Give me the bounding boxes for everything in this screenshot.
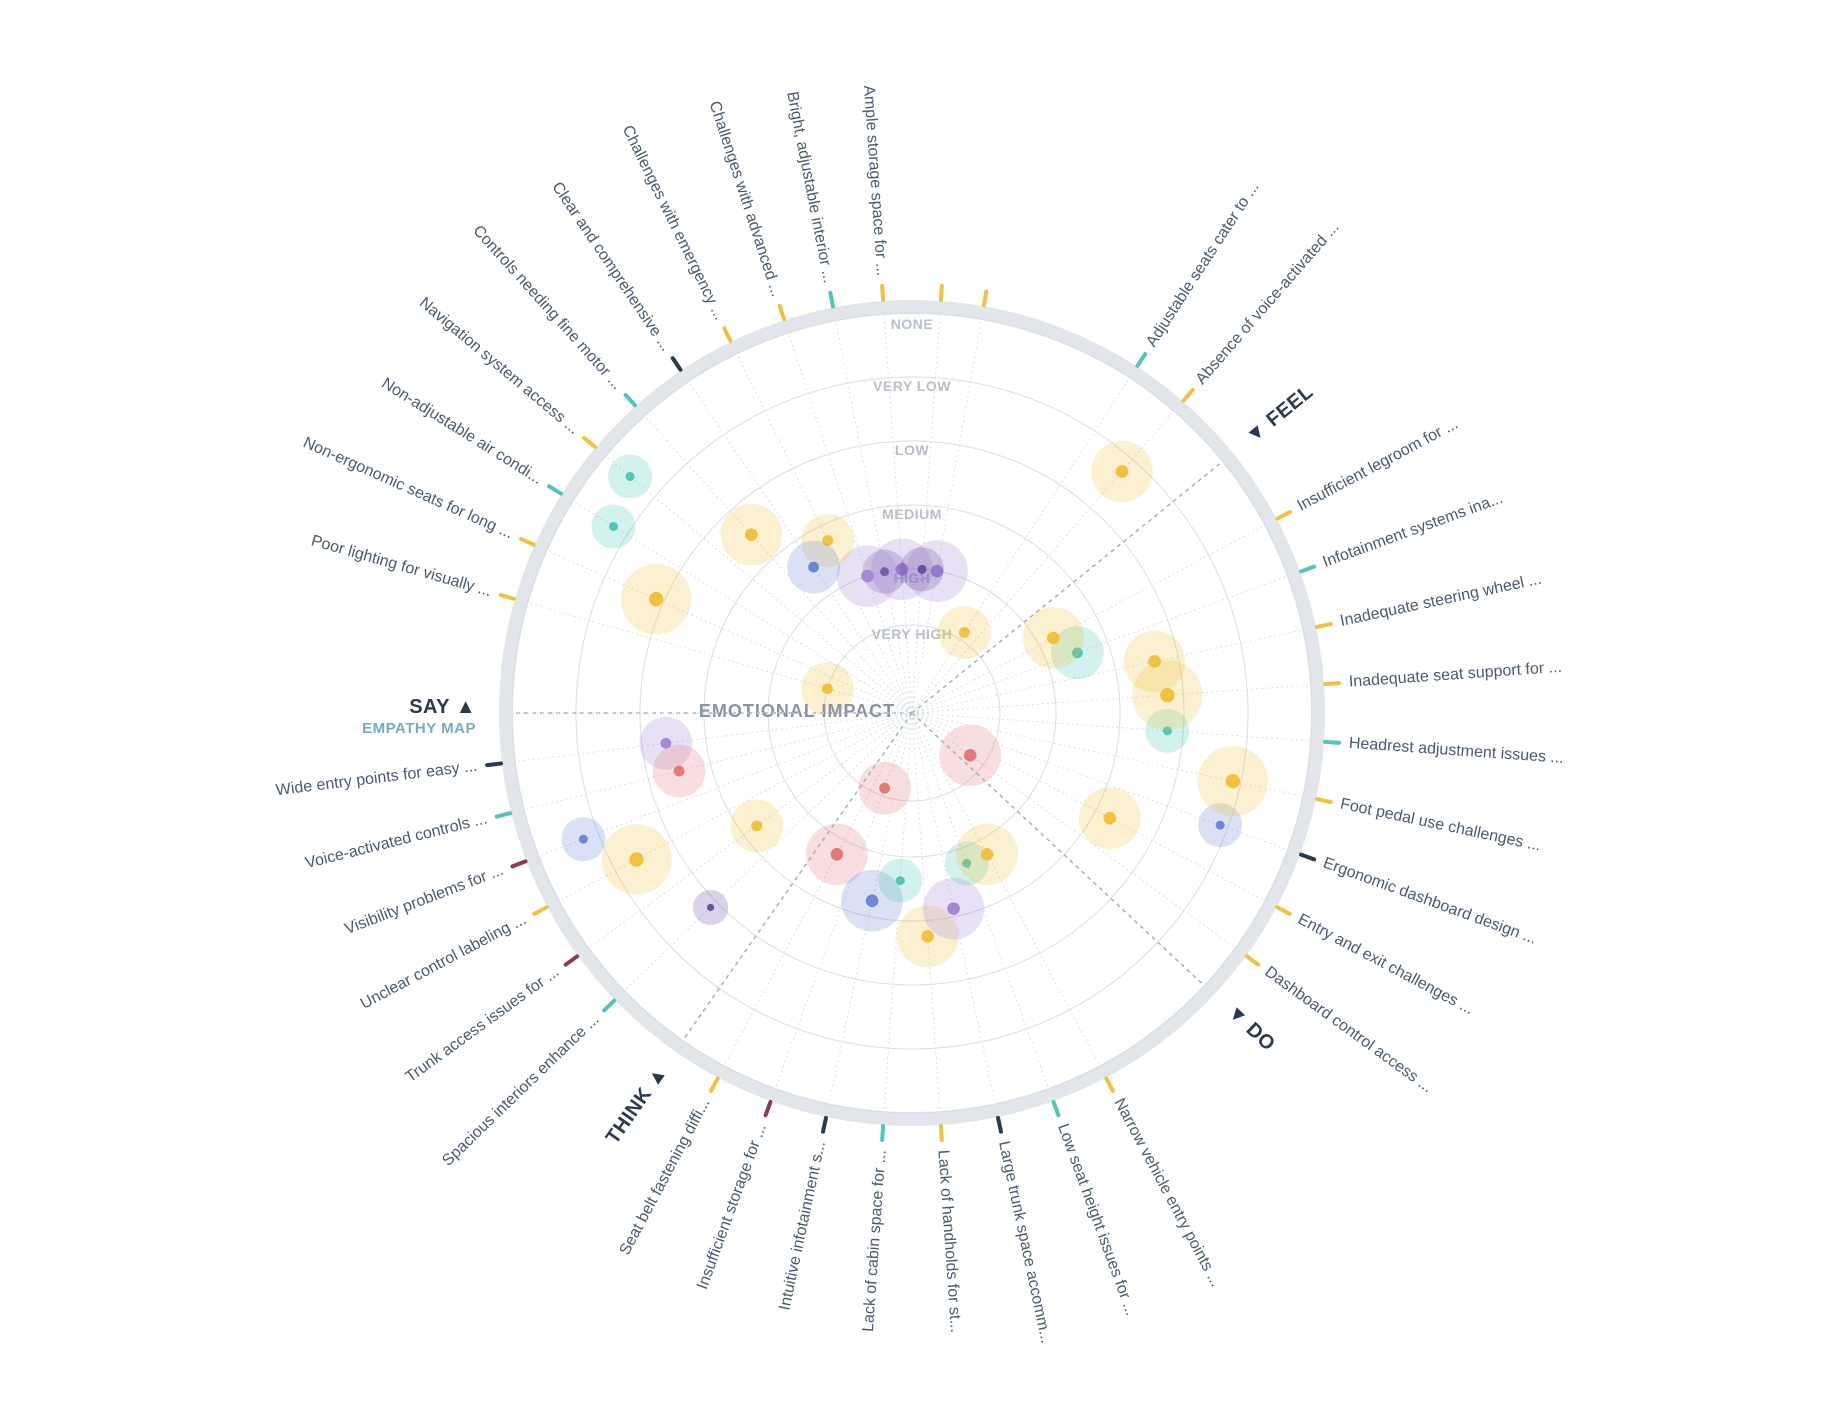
item-dash	[487, 763, 501, 765]
item-dash	[1278, 907, 1290, 914]
ring-label-low: LOW	[895, 442, 929, 458]
subtitle: EMPATHY MAP	[362, 720, 476, 737]
item-dash	[711, 1079, 718, 1091]
data-bubble[interactable]	[721, 504, 783, 566]
item-dash	[497, 813, 511, 816]
item-label: Large trunk space accomm...	[995, 1140, 1055, 1345]
data-bubble[interactable]	[653, 745, 706, 798]
item-dash	[626, 395, 635, 405]
data-bubble[interactable]	[601, 824, 671, 894]
item-dash	[604, 1001, 614, 1011]
item-dash	[1137, 354, 1145, 366]
data-bubble[interactable]	[900, 547, 944, 591]
section-label-do: ▼ DO	[1222, 1000, 1279, 1055]
item-label: Voice-activated controls ...	[304, 810, 489, 872]
item-dash	[521, 539, 534, 545]
empathy-map-chart: VERY HIGHHIGHMEDIUMLOWVERY LOWNONEAmple …	[0, 0, 1824, 1427]
item-label: Challenges with advanced ...	[706, 99, 785, 299]
data-bubble[interactable]	[858, 762, 911, 815]
item-label: Lack of cabin space for ...	[860, 1149, 890, 1332]
item-label: Poor lighting for visually ...	[309, 532, 493, 600]
spoke	[912, 685, 1311, 713]
data-bubble[interactable]	[878, 859, 922, 903]
item-label: Insufficient storage for ...	[694, 1122, 770, 1292]
svg-text:▼ DO: ▼ DO	[1222, 1000, 1279, 1055]
item-label: Infotainment systems ina...	[1321, 490, 1506, 571]
data-bubble[interactable]	[608, 454, 652, 498]
item-label: Visibility problems for ...	[342, 862, 506, 938]
data-bubble[interactable]	[1198, 746, 1268, 816]
item-dash	[998, 1118, 1001, 1132]
item-dash	[1317, 624, 1331, 627]
spoke	[527, 603, 912, 713]
item-dash	[941, 1126, 942, 1140]
section-label-say: SAY ▲	[409, 696, 476, 718]
data-bubble[interactable]	[956, 823, 1018, 885]
item-dash	[566, 956, 577, 964]
item-dash	[512, 861, 525, 866]
ring-label-very-low: VERY LOW	[873, 378, 951, 394]
item-dash	[1301, 855, 1314, 860]
item-dash	[1247, 956, 1258, 964]
section-label-feel: ▼ FEEL	[1242, 381, 1318, 448]
item-dash	[1106, 1079, 1113, 1091]
center-label: EMOTIONAL IMPACT	[699, 701, 895, 721]
item-dash	[1317, 799, 1331, 802]
data-bubble[interactable]	[693, 890, 728, 925]
item-dash	[823, 1118, 826, 1132]
svg-text:▼ FEEL: ▼ FEEL	[1242, 381, 1318, 448]
data-bubble[interactable]	[730, 799, 783, 852]
item-label: Lack of handholds for st...	[934, 1149, 964, 1333]
item-label: Bright, adjustable interior ...	[783, 90, 837, 284]
item-dash	[941, 286, 942, 300]
item-dash	[830, 293, 833, 307]
item-dash	[1325, 683, 1339, 684]
item-dash	[1278, 512, 1290, 519]
item-dash	[549, 486, 561, 493]
spoke	[524, 713, 912, 810]
item-dash	[1184, 390, 1193, 401]
item-dash	[584, 438, 595, 447]
data-bubble[interactable]	[621, 564, 691, 634]
item-label: Low seat height issues for ...	[1054, 1122, 1139, 1318]
item-dash	[882, 1126, 883, 1140]
item-dash	[766, 1102, 771, 1115]
item-label: Insufficient legroom for ...	[1295, 415, 1461, 514]
item-label: Intuitive infotainment s...	[776, 1140, 829, 1312]
item-label: Narrow vehicle entry points ...	[1110, 1096, 1224, 1290]
ring-label-none: NONE	[891, 316, 933, 332]
item-dash	[534, 907, 546, 914]
item-dash	[1301, 567, 1314, 572]
data-bubble[interactable]	[1091, 441, 1153, 503]
data-bubble[interactable]	[938, 606, 991, 659]
item-label: Ample storage space for ...	[860, 85, 890, 277]
item-label: Headrest adjustment issues ...	[1348, 735, 1564, 767]
item-dash	[1054, 1102, 1059, 1115]
data-bubble[interactable]	[1079, 787, 1141, 849]
item-label: Foot pedal use challenges ...	[1339, 795, 1543, 854]
ring-label-medium: MEDIUM	[882, 506, 942, 522]
item-dash	[780, 306, 784, 319]
item-label: Wide entry points for easy ...	[275, 758, 478, 800]
item-dash	[724, 328, 730, 341]
item-label: Inadequate steering wheel ...	[1339, 571, 1544, 630]
item-dash	[1325, 742, 1339, 743]
data-bubble[interactable]	[561, 817, 605, 861]
section-label-think: THINK ▲	[602, 1062, 672, 1148]
data-bubble[interactable]	[591, 504, 635, 548]
item-dash	[882, 286, 883, 300]
svg-text:THINK ▲: THINK ▲	[602, 1062, 672, 1148]
data-bubble[interactable]	[1124, 631, 1186, 693]
data-bubble[interactable]	[787, 541, 840, 594]
item-dash	[984, 292, 986, 306]
item-label: Unclear control labeling ...	[358, 911, 529, 1013]
item-dash	[501, 595, 514, 599]
item-label: Inadequate seat support for ...	[1348, 659, 1562, 691]
item-dash	[673, 358, 681, 370]
item-label: Ergonomic dashboard design ...	[1321, 855, 1539, 948]
